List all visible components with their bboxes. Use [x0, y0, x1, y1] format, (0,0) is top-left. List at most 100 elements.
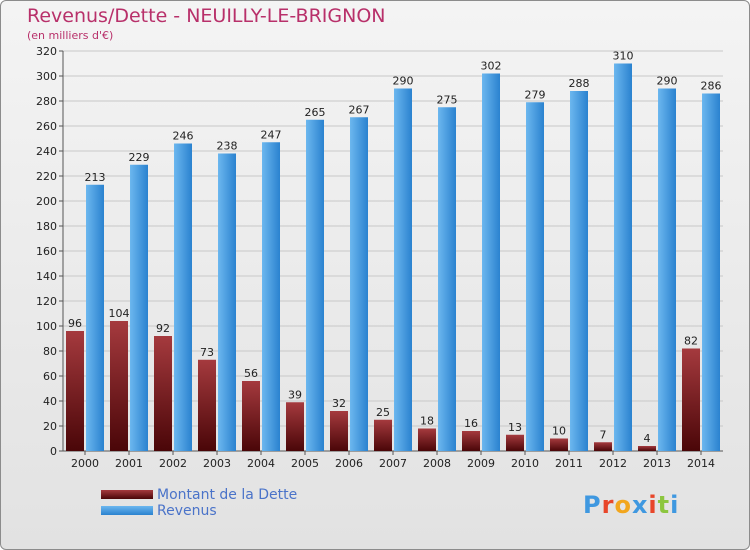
data-label-revenus-2002: 246	[173, 130, 194, 143]
legend-swatch-dette	[101, 490, 153, 499]
data-label-dette-2001: 104	[109, 307, 130, 320]
bar-revenus-2011	[570, 91, 588, 451]
y-tick-label: 80	[43, 345, 57, 358]
bar-revenus-2001	[130, 164, 148, 451]
data-label-revenus-2014: 286	[701, 80, 722, 93]
data-label-dette-2006: 32	[332, 397, 346, 410]
bar-dette-2013	[638, 446, 656, 451]
bar-revenus-2012	[614, 63, 632, 451]
legend-swatch-revenus	[101, 506, 153, 515]
x-tick-label-2008: 2008	[423, 457, 451, 470]
data-label-dette-2010: 13	[508, 421, 522, 434]
logo-letter: t	[657, 491, 671, 519]
grid-lines	[63, 50, 723, 452]
bar-dette-2014	[682, 348, 700, 451]
y-tick-label: 260	[36, 120, 57, 133]
x-tick-label-2004: 2004	[247, 457, 275, 470]
data-label-revenus-2008: 275	[437, 93, 458, 106]
y-tick-label: 20	[43, 420, 57, 433]
data-label-dette-2008: 18	[420, 415, 434, 428]
data-label-revenus-2001: 229	[129, 151, 150, 164]
data-label-dette-2004: 56	[244, 367, 258, 380]
y-tick-label: 220	[36, 170, 57, 183]
data-label-revenus-2013: 290	[657, 75, 678, 88]
y-tick-label: 280	[36, 95, 57, 108]
data-label-dette-2009: 16	[464, 417, 478, 430]
legend-label-revenus: Revenus	[157, 503, 217, 519]
y-tick-label: 200	[36, 195, 57, 208]
bar-dette-2002	[154, 336, 172, 451]
bar-revenus-2010	[526, 102, 544, 451]
bar-revenus-2004	[262, 142, 280, 451]
y-tick-label: 0	[50, 445, 57, 458]
x-tick-label-2007: 2007	[379, 457, 407, 470]
bar-revenus-2003	[218, 153, 236, 451]
logo-letter: o	[614, 491, 632, 519]
data-label-revenus-2003: 238	[217, 140, 238, 153]
x-tick-label-2002: 2002	[159, 457, 187, 470]
data-label-revenus-2011: 288	[569, 77, 590, 90]
proxiti-logo: Proxiti	[583, 491, 679, 519]
data-label-revenus-2004: 247	[261, 128, 282, 141]
bar-revenus-2013	[658, 88, 676, 451]
bar-revenus-2002	[174, 143, 192, 451]
y-tick-label: 320	[36, 45, 57, 58]
data-label-dette-2003: 73	[200, 346, 214, 359]
bar-dette-2006	[330, 411, 348, 451]
labels: 0 20 40 60 80 100 120 140 160 180 200 220 240 260 280 3…	[36, 45, 722, 470]
bar-dette-2005	[286, 402, 304, 451]
bar-dette-2000	[66, 331, 84, 451]
logo-letter: i	[648, 491, 658, 519]
y-tick-label: 160	[36, 245, 57, 258]
data-label-dette-2012: 7	[600, 428, 607, 441]
bar-revenus-2014	[702, 93, 720, 451]
data-label-dette-2005: 39	[288, 388, 302, 401]
bar-dette-2001	[110, 321, 128, 451]
bar-dette-2008	[418, 428, 436, 451]
bar-revenus-2009	[482, 73, 500, 451]
data-label-revenus-2009: 302	[481, 60, 502, 73]
data-label-dette-2002: 92	[156, 322, 170, 335]
data-label-revenus-2010: 279	[525, 88, 546, 101]
y-tick-label: 240	[36, 145, 57, 158]
bar-dette-2004	[242, 381, 260, 451]
bar-revenus-2000	[86, 184, 104, 451]
bar-dette-2007	[374, 419, 392, 451]
bar-revenus-2006	[350, 117, 368, 451]
x-tick-label-2011: 2011	[555, 457, 583, 470]
data-label-dette-2013: 4	[644, 432, 651, 445]
data-label-revenus-2012: 310	[613, 50, 634, 63]
bar-dette-2009	[462, 431, 480, 451]
data-label-dette-2007: 25	[376, 406, 390, 419]
x-tick-label-2005: 2005	[291, 457, 319, 470]
data-label-dette-2011: 10	[552, 425, 566, 438]
x-tick-label-2014: 2014	[687, 457, 715, 470]
y-tick-label: 180	[36, 220, 57, 233]
logo-letter: x	[631, 491, 649, 519]
bar-dette-2010	[506, 434, 524, 451]
x-tick-label-2010: 2010	[511, 457, 539, 470]
data-label-dette-2014: 82	[684, 335, 698, 348]
x-tick-label-2006: 2006	[335, 457, 363, 470]
bar-dette-2012	[594, 442, 612, 451]
data-label-revenus-2000: 213	[85, 171, 106, 184]
chart-title: Revenus/Dette - NEUILLY-LE-BRIGNON	[27, 5, 386, 27]
y-tick-label: 100	[36, 320, 57, 333]
legend-label-dette: Montant de la Dette	[157, 487, 298, 503]
bar-revenus-2007	[394, 88, 412, 451]
x-tick-label-2003: 2003	[203, 457, 231, 470]
data-label-dette-2000: 96	[68, 317, 82, 330]
bar-revenus-2008	[438, 107, 456, 451]
logo-letter: P	[583, 491, 602, 519]
data-label-revenus-2007: 290	[393, 75, 414, 88]
y-tick-label: 60	[43, 370, 57, 383]
logo-letter: r	[601, 491, 615, 519]
data-label-revenus-2005: 265	[305, 106, 326, 119]
data-label-revenus-2006: 267	[349, 103, 370, 116]
x-tick-label-2012: 2012	[599, 457, 627, 470]
x-tick-label-2000: 2000	[71, 457, 99, 470]
bar-dette-2011	[550, 438, 568, 451]
y-tick-label: 120	[36, 295, 57, 308]
